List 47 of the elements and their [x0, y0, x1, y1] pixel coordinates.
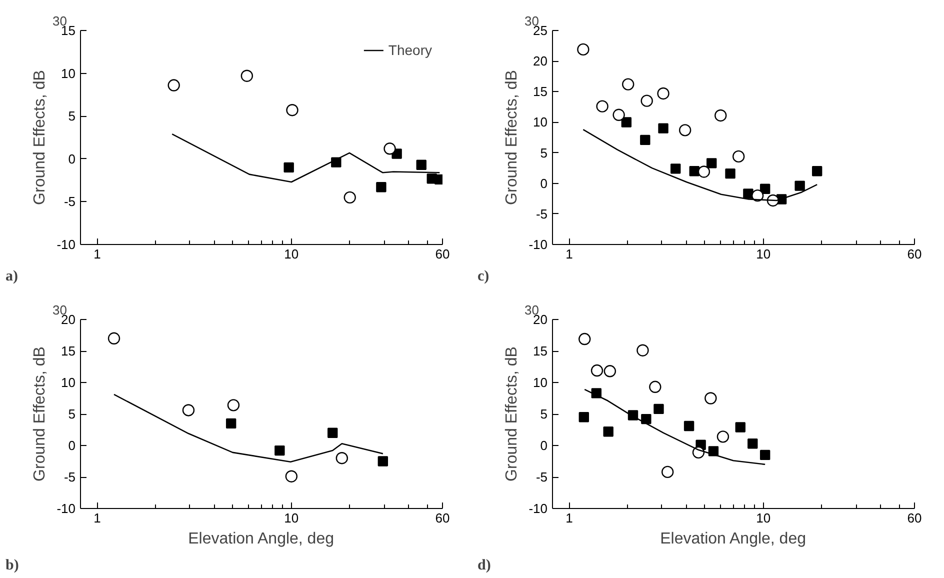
y-tick-label: 0 — [540, 438, 548, 453]
text: b) — [6, 558, 19, 574]
x-tick-label: 60 — [435, 510, 450, 526]
text: a) — [6, 268, 18, 284]
x-axis-title: Elevation Angle, deg — [188, 530, 334, 548]
y-tick-label: 0 — [68, 151, 76, 166]
x-tick-label: 10 — [756, 246, 771, 262]
y-tick-label: 10 — [61, 375, 76, 390]
x-tick-label: 10 — [756, 510, 771, 526]
x-tick-label: 10 — [284, 246, 299, 262]
x-tick-label: 1 — [566, 510, 573, 526]
y-tick-label: -10 — [528, 237, 548, 252]
x-tick-label: 10 — [284, 510, 299, 526]
y-axis-title: Ground Effects, dB — [32, 70, 49, 205]
y-tick-label: 5 — [540, 406, 548, 422]
y-tick-label: 0 — [540, 176, 548, 191]
x-tick-label: 1 — [94, 510, 101, 526]
y-axis-title: Ground Effects, dB — [504, 346, 521, 482]
y-tick-label: -5 — [536, 470, 548, 484]
y-tick-label: 5 — [540, 145, 548, 160]
y-tick-label: 10 — [533, 375, 548, 390]
y-tick-label: 15 — [61, 344, 76, 358]
text: c) — [478, 268, 490, 284]
y-tick-label: 10 — [533, 114, 548, 130]
y-tick-label: -10 — [56, 237, 76, 252]
y-tick-label: 10 — [61, 66, 76, 81]
y-tick-label: 20 — [533, 54, 548, 69]
x-tick-label: 60 — [435, 246, 450, 262]
y-tick-label: 5 — [68, 108, 76, 124]
y-tick-label: 15 — [533, 344, 548, 358]
y-axis-title: Ground Effects, dB — [504, 70, 521, 205]
y-tick-label: 0 — [68, 438, 76, 453]
x-tick-label: 1 — [94, 246, 101, 262]
y-axis-title: Ground Effects, dB — [32, 346, 49, 482]
x-tick-label: 1 — [566, 246, 573, 262]
y-tick-label: -5 — [64, 470, 76, 484]
legend-label: Theory — [388, 42, 432, 58]
y-tick-label: -5 — [536, 206, 548, 222]
x-axis-title: Elevation Angle, deg — [660, 530, 806, 548]
x-tick-label: 60 — [907, 246, 922, 262]
y-tick-label: 5 — [68, 406, 76, 422]
text: d) — [478, 558, 491, 574]
y-tick-label: -5 — [64, 194, 76, 210]
x-tick-label: 60 — [907, 510, 922, 526]
y-tick-label: -10 — [528, 501, 548, 516]
y-tick-label: 15 — [533, 84, 548, 100]
y-tick-label: -10 — [56, 501, 76, 516]
